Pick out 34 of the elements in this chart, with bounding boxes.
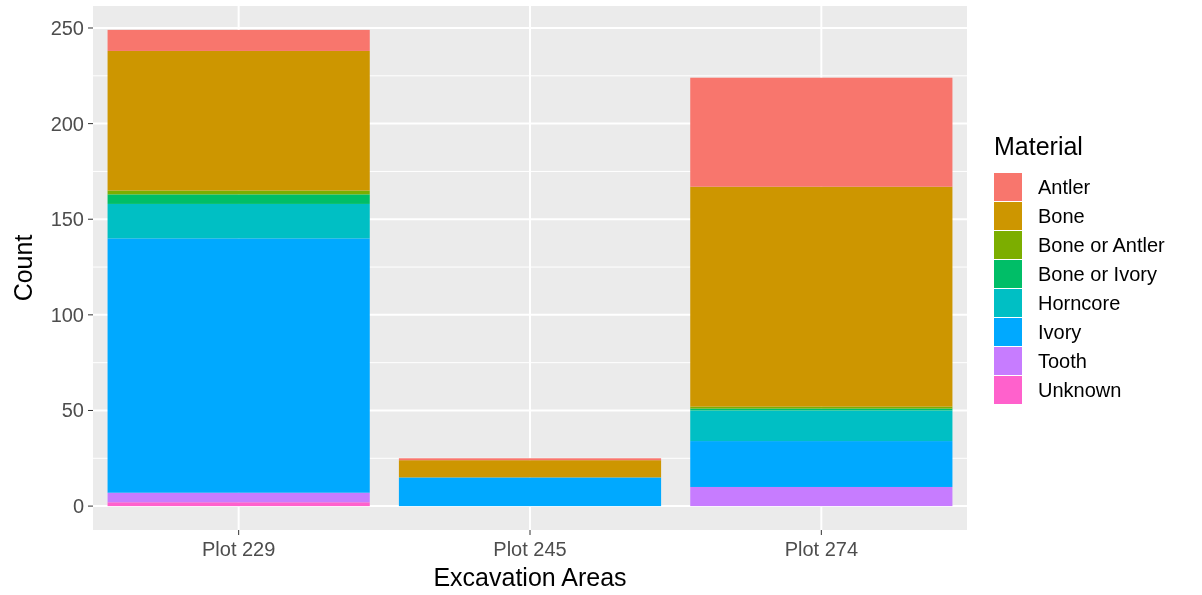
legend-label: Ivory [1038, 321, 1082, 343]
bar [398, 460, 662, 478]
legend-label: Horncore [1038, 292, 1121, 314]
y-tick-label: 50 [61, 399, 84, 422]
legend-label: Bone [1038, 205, 1085, 227]
y-tick-label: 0 [72, 495, 84, 518]
x-tick-label: Plot 245 [493, 538, 567, 560]
bar [107, 203, 370, 239]
y-tick-label: 200 [50, 112, 84, 135]
legend-label: Antler [1038, 176, 1091, 198]
bar [690, 186, 953, 407]
bar [107, 29, 370, 51]
x-axis-title: Excavation Areas [433, 563, 627, 591]
bar [107, 50, 370, 191]
x-tick-label: Plot 274 [784, 538, 859, 560]
bar [690, 410, 953, 442]
bar [398, 477, 662, 507]
y-tick-label: 100 [50, 303, 84, 326]
y-tick-label: 150 [50, 208, 84, 231]
legend-label: Unknown [1038, 379, 1122, 401]
legend-label: Tooth [1038, 350, 1087, 372]
bar [107, 492, 370, 503]
bar [107, 238, 370, 493]
legend-title: Material [994, 132, 1083, 160]
x-tick-label: Plot 229 [201, 538, 276, 560]
bar [690, 77, 953, 187]
bar [107, 194, 370, 204]
legend-label: Bone or Antler [1038, 234, 1166, 256]
y-tick-label: 250 [50, 16, 84, 39]
y-axis-title: Count [9, 234, 37, 302]
bar [107, 502, 370, 507]
legend-label: Bone or Ivory [1038, 263, 1157, 285]
bar [690, 486, 953, 507]
bar [690, 441, 953, 487]
